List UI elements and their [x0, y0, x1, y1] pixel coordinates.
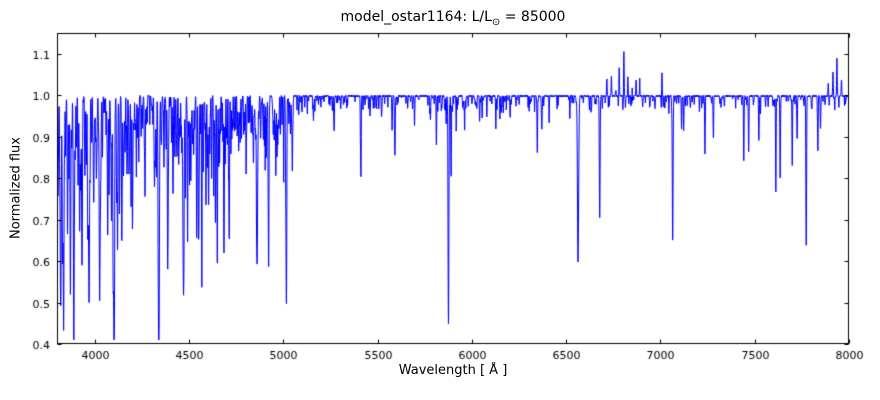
y-axis-label: Normalized flux	[8, 137, 24, 239]
plot-title-suffix: = 85000	[500, 9, 566, 25]
x-axis-label: Wavelength [ Å ]	[398, 363, 508, 378]
plot-title-prefix: model_ostar1164: L/L	[340, 9, 492, 25]
plot-title: model_ostar1164: L/L⊙ = 85000	[57, 9, 849, 28]
sun-symbol: ⊙	[491, 16, 501, 28]
